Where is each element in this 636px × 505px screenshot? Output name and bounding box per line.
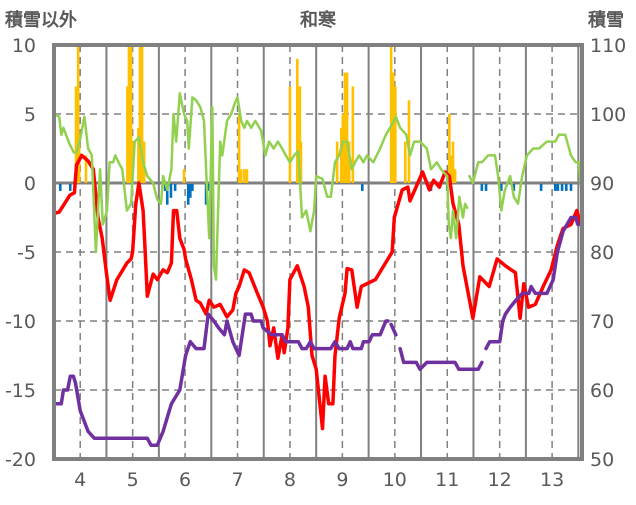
bar-negative — [163, 184, 167, 191]
bar-positive — [137, 127, 140, 183]
bar-positive — [451, 141, 455, 183]
series-purple-line — [53, 215, 584, 447]
x-tick: 6 — [179, 469, 191, 491]
x-tick: 4 — [74, 469, 86, 491]
bar-negative — [539, 184, 543, 191]
bar-positive — [407, 100, 411, 183]
y-tick-right: 80 — [590, 242, 614, 264]
x-tick: 12 — [488, 469, 512, 491]
bar-positive — [335, 141, 339, 183]
bar-positive — [391, 72, 395, 183]
bar-positive — [299, 141, 303, 183]
bar-negative — [173, 184, 177, 191]
bar-positive — [126, 86, 129, 183]
y-tick-left: -20 — [5, 449, 36, 471]
x-tick: 10 — [383, 469, 407, 491]
y-tick-left: 10 — [12, 35, 36, 57]
bar-negative — [189, 184, 192, 198]
bar-positive — [182, 169, 186, 183]
bar-positive — [130, 141, 134, 183]
bar-negative — [58, 184, 62, 191]
right-axis-title: 積雪 — [587, 9, 624, 31]
bar-positive — [129, 45, 133, 183]
y-tick-right: 90 — [590, 173, 614, 195]
bar-positive — [237, 114, 241, 183]
x-tick: 8 — [284, 469, 296, 491]
bar-positive — [76, 45, 80, 183]
bar-positive — [84, 155, 88, 183]
x-tick: 13 — [540, 469, 564, 491]
bar-positive — [127, 45, 131, 183]
bar-negative — [191, 184, 194, 191]
chart-title: 和寒 — [300, 9, 337, 31]
bar-positive — [140, 45, 144, 183]
bar-positive — [347, 141, 351, 183]
bars — [58, 45, 573, 205]
y-tick-left: 0 — [24, 173, 36, 195]
bar-positive — [295, 58, 299, 183]
bar-positive — [345, 72, 349, 183]
bar-positive — [389, 45, 393, 183]
bar-negative — [499, 184, 503, 191]
bar-positive — [448, 114, 451, 183]
bar-negative — [512, 184, 516, 191]
y-tick-right: 110 — [590, 35, 626, 57]
plot-frame — [52, 43, 584, 461]
bar-negative — [480, 184, 484, 191]
bar-positive — [351, 86, 355, 183]
y-tick-left: -15 — [5, 380, 36, 402]
bar-positive — [394, 86, 397, 183]
bar-negative — [560, 184, 564, 191]
bar-negative — [569, 184, 573, 191]
x-tick: 5 — [127, 469, 139, 491]
x-tick: 9 — [336, 469, 348, 491]
bar-positive — [404, 141, 407, 183]
bar-positive — [138, 45, 142, 183]
bar-positive — [288, 86, 292, 183]
series-red-line — [52, 153, 583, 431]
bar-positive — [453, 169, 457, 183]
y-tick-right: 70 — [590, 311, 614, 333]
bar-positive — [74, 86, 78, 183]
bar-positive — [245, 169, 249, 183]
bar-negative — [564, 184, 568, 191]
bar-negative — [553, 184, 557, 191]
bar-positive — [449, 155, 453, 183]
y-tick-right: 60 — [590, 380, 614, 402]
x-tick: 7 — [231, 469, 243, 491]
x-tick: 11 — [435, 469, 459, 491]
y-tick-right: 50 — [590, 449, 614, 471]
bar-positive — [243, 169, 246, 183]
bar-negative — [361, 184, 364, 191]
y-tick-left: -10 — [5, 311, 36, 333]
bar-positive — [341, 114, 345, 183]
y-tick-left: 5 — [24, 104, 36, 126]
bar-negative — [556, 184, 560, 191]
bar-positive — [340, 127, 343, 183]
series-lines — [52, 92, 584, 447]
bar-negative — [165, 184, 169, 205]
bar-negative — [68, 184, 72, 191]
left-axis-title: 積雪以外 — [4, 9, 77, 31]
bar-positive — [298, 86, 302, 183]
bar-negative — [169, 184, 173, 198]
bar-positive — [343, 72, 347, 183]
bar-positive — [239, 169, 243, 183]
bar-negative — [186, 184, 190, 205]
y-tick-right: 100 — [590, 104, 626, 126]
y-tick-left: -5 — [17, 242, 36, 264]
bar-negative — [484, 184, 488, 191]
series-green-line — [52, 92, 584, 281]
